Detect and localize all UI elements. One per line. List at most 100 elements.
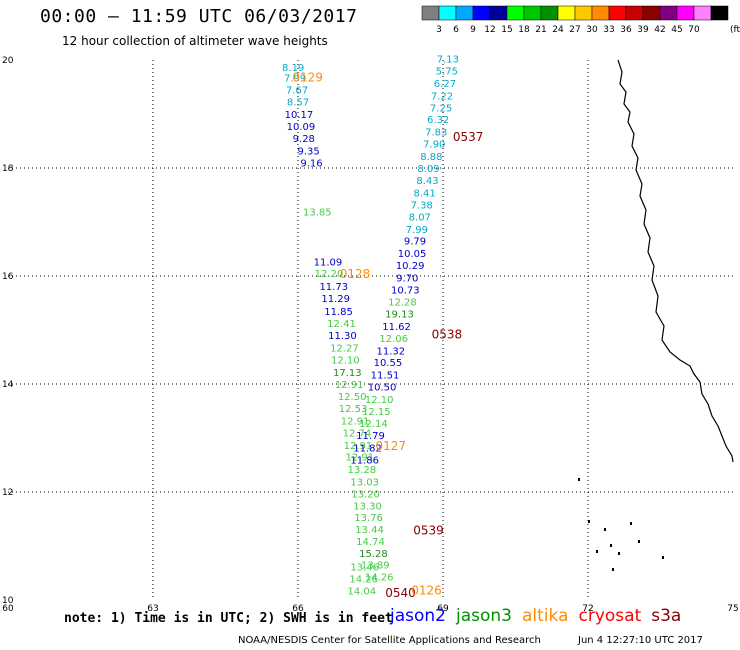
wave-height-value: 10.29 bbox=[396, 261, 425, 272]
pass-time-label: 0538 bbox=[432, 328, 463, 342]
colorbar-swatch bbox=[540, 5, 559, 21]
wave-height-value: 11.51 bbox=[371, 371, 400, 382]
lat-tick-label: 20 bbox=[2, 56, 14, 66]
lon-tick-label: 63 bbox=[147, 604, 158, 614]
island-mark bbox=[618, 552, 620, 555]
wave-height-value: 7.67 bbox=[286, 85, 308, 96]
colorbar-label: 12 bbox=[484, 25, 495, 35]
lat-tick-label: 12 bbox=[2, 488, 13, 498]
wave-height-value: 11.82 bbox=[353, 444, 382, 455]
colorbar-swatch bbox=[523, 5, 542, 21]
wave-height-value: 11.62 bbox=[382, 322, 411, 333]
wave-height-value: 8.57 bbox=[287, 97, 309, 108]
wave-height-value: 9.35 bbox=[298, 147, 320, 158]
lon-tick-label: 66 bbox=[292, 604, 304, 614]
pass-time-label: 0537 bbox=[453, 130, 484, 144]
wave-height-value: 10.50 bbox=[368, 382, 397, 393]
wave-height-value: 14.04 bbox=[347, 587, 376, 598]
wave-height-value: 9.16 bbox=[300, 158, 322, 169]
wave-height-value: 14.74 bbox=[356, 537, 385, 548]
colorbar-label: 3 bbox=[436, 25, 442, 35]
wave-height-value: 12.06 bbox=[379, 334, 408, 345]
wave-height-value: 8.07 bbox=[409, 212, 431, 223]
colorbar-swatch bbox=[659, 5, 678, 21]
colorbar-label: 33 bbox=[603, 25, 614, 35]
wave-height-value: 8.09 bbox=[417, 164, 439, 175]
wave-height-value: 10.05 bbox=[398, 249, 427, 260]
wave-height-value: 10.55 bbox=[374, 358, 403, 369]
wave-height-value: 7.22 bbox=[431, 91, 453, 102]
colorbar-label: 39 bbox=[637, 25, 649, 35]
wave-height-value: 12.20 bbox=[315, 269, 344, 280]
wave-height-value: 10.17 bbox=[285, 110, 314, 121]
lon-tick-label: 69 bbox=[437, 604, 449, 614]
wave-height-value: 12.74 bbox=[343, 428, 372, 439]
wave-height-value: 12.53 bbox=[339, 404, 368, 415]
wave-height-value: 9.79 bbox=[404, 237, 426, 248]
colorbar-label: 27 bbox=[569, 25, 580, 35]
wave-height-value: 12.10 bbox=[365, 395, 394, 406]
colorbar-swatch bbox=[625, 5, 644, 21]
coastline bbox=[578, 59, 734, 571]
wave-height-value: 12.91 bbox=[335, 380, 364, 391]
lon-tick-label: 75 bbox=[727, 604, 738, 614]
colorbar-label: 42 bbox=[654, 25, 665, 35]
wave-height-value: 11.79 bbox=[356, 431, 385, 442]
colorbar-label: 21 bbox=[535, 25, 546, 35]
wave-height-value: 13.46 bbox=[350, 562, 379, 573]
wave-height-value: 8.41 bbox=[414, 189, 436, 200]
lon-tick-label: 60 bbox=[2, 604, 14, 614]
wave-height-value: 13.76 bbox=[354, 513, 383, 524]
island-mark bbox=[588, 520, 590, 523]
wave-height-observations: 8.197.997.678.5710.1710.099.289.359.1613… bbox=[282, 55, 459, 598]
island-mark bbox=[596, 550, 598, 553]
lat-tick-label: 18 bbox=[2, 164, 14, 174]
colorbar-swatch bbox=[557, 5, 576, 21]
island-mark bbox=[612, 568, 614, 571]
wave-height-value: 12.91 bbox=[344, 441, 373, 452]
colorbar-unit: (ft) bbox=[730, 25, 740, 35]
wave-height-value: 11.32 bbox=[376, 346, 405, 357]
colorbar-swatch bbox=[574, 5, 593, 21]
wave-height-value: 11.30 bbox=[328, 331, 357, 342]
wave-height-value: 12.14 bbox=[359, 419, 388, 430]
lat-tick-label: 10 bbox=[2, 596, 14, 606]
legend-jason3: jason3 bbox=[456, 606, 512, 626]
coastline-path bbox=[617, 59, 734, 463]
wave-height-value: 7.13 bbox=[437, 55, 459, 66]
island-mark bbox=[604, 528, 606, 531]
wave-height-value: 12.27 bbox=[330, 344, 359, 355]
wave-height-value: 8.43 bbox=[416, 176, 438, 187]
pass-time-label: 0539 bbox=[413, 524, 444, 538]
wave-height-value: 13.89 bbox=[361, 561, 390, 572]
colorbar-label: 30 bbox=[586, 25, 598, 35]
colorbar-swatch bbox=[472, 5, 491, 21]
wave-height-value: 11.86 bbox=[350, 455, 379, 466]
wave-height-value: 10.73 bbox=[391, 285, 420, 296]
wave-height-value: 7.99 bbox=[406, 225, 428, 236]
wave-height-value: 13.03 bbox=[350, 478, 379, 489]
colorbar-swatch bbox=[421, 5, 440, 21]
colorbar-label: 18 bbox=[518, 25, 530, 35]
credit-line: NOAA/NESDIS Center for Satellite Applica… bbox=[238, 635, 541, 646]
wave-height-value: 17.13 bbox=[333, 368, 362, 379]
lat-tick-label: 16 bbox=[2, 272, 14, 282]
colorbar-swatch bbox=[455, 5, 474, 21]
colorbar-swatch bbox=[506, 5, 525, 21]
colorbar-swatch bbox=[693, 5, 712, 21]
pass-time-label: 0126 bbox=[411, 584, 442, 598]
wave-height-value: 7.38 bbox=[411, 201, 433, 212]
wave-height-value: 12.41 bbox=[327, 319, 356, 330]
wave-height-value: 13.28 bbox=[347, 465, 376, 476]
wave-height-value: 19.13 bbox=[385, 310, 414, 321]
wave-height-value: 12.28 bbox=[388, 298, 417, 309]
colorbar-label: 6 bbox=[453, 25, 459, 35]
footer-note: note: 1) Time is in UTC; 2) SWH is in fe… bbox=[64, 611, 393, 626]
wave-height-value: 13.85 bbox=[303, 208, 332, 219]
wave-height-value: 12.50 bbox=[338, 392, 367, 403]
lon-tick-label: 72 bbox=[582, 604, 593, 614]
wave-height-value: 12.91 bbox=[341, 417, 370, 428]
axis-labels: 60 63 66 69 72 75 20 18 16 14 12 10 bbox=[2, 56, 739, 614]
